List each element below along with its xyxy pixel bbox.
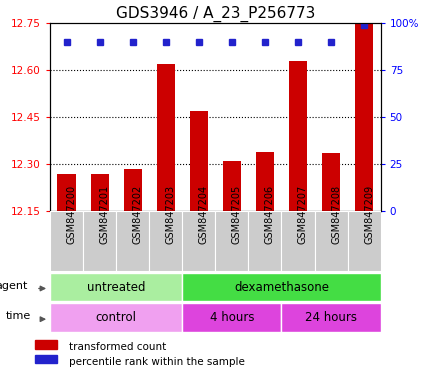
Bar: [50, 211, 83, 271]
Bar: [189, 111, 207, 211]
Bar: [57, 174, 76, 211]
Text: GSM847209: GSM847209: [363, 185, 373, 244]
Text: dexamethasone: dexamethasone: [233, 281, 328, 293]
Bar: [35, 355, 57, 363]
Text: untreated: untreated: [87, 281, 145, 293]
Bar: [35, 340, 57, 349]
Bar: [182, 273, 380, 301]
Text: GSM847206: GSM847206: [264, 185, 274, 244]
Text: GSM847205: GSM847205: [231, 185, 241, 244]
Bar: [314, 211, 347, 271]
Bar: [90, 174, 108, 211]
Text: GSM847203: GSM847203: [165, 185, 175, 244]
Bar: [182, 303, 281, 332]
Bar: [182, 211, 215, 271]
Text: GSM847207: GSM847207: [297, 185, 307, 244]
Bar: [83, 211, 116, 271]
Bar: [50, 303, 182, 332]
Bar: [222, 161, 240, 211]
Bar: [281, 303, 380, 332]
Text: 4 hours: 4 hours: [209, 311, 253, 324]
Bar: [215, 211, 248, 271]
Bar: [347, 211, 380, 271]
Bar: [288, 61, 306, 211]
Text: GSM847204: GSM847204: [198, 185, 208, 244]
Text: percentile rank within the sample: percentile rank within the sample: [69, 357, 244, 367]
Bar: [123, 169, 141, 211]
Text: transformed count: transformed count: [69, 342, 166, 352]
Bar: [354, 23, 372, 211]
Bar: [149, 211, 182, 271]
Bar: [281, 211, 314, 271]
Text: time: time: [6, 311, 31, 321]
Text: GSM847200: GSM847200: [66, 185, 76, 244]
Bar: [255, 152, 273, 211]
Bar: [50, 273, 182, 301]
Text: control: control: [95, 311, 136, 324]
Bar: [116, 211, 149, 271]
Text: agent: agent: [0, 281, 27, 291]
Bar: [321, 153, 339, 211]
Bar: [248, 211, 281, 271]
Bar: [156, 64, 174, 211]
Text: 24 hours: 24 hours: [304, 311, 356, 324]
Title: GDS3946 / A_23_P256773: GDS3946 / A_23_P256773: [115, 5, 314, 22]
Text: GSM847202: GSM847202: [132, 185, 142, 244]
Text: GSM847201: GSM847201: [99, 185, 109, 244]
Text: GSM847208: GSM847208: [330, 185, 340, 244]
